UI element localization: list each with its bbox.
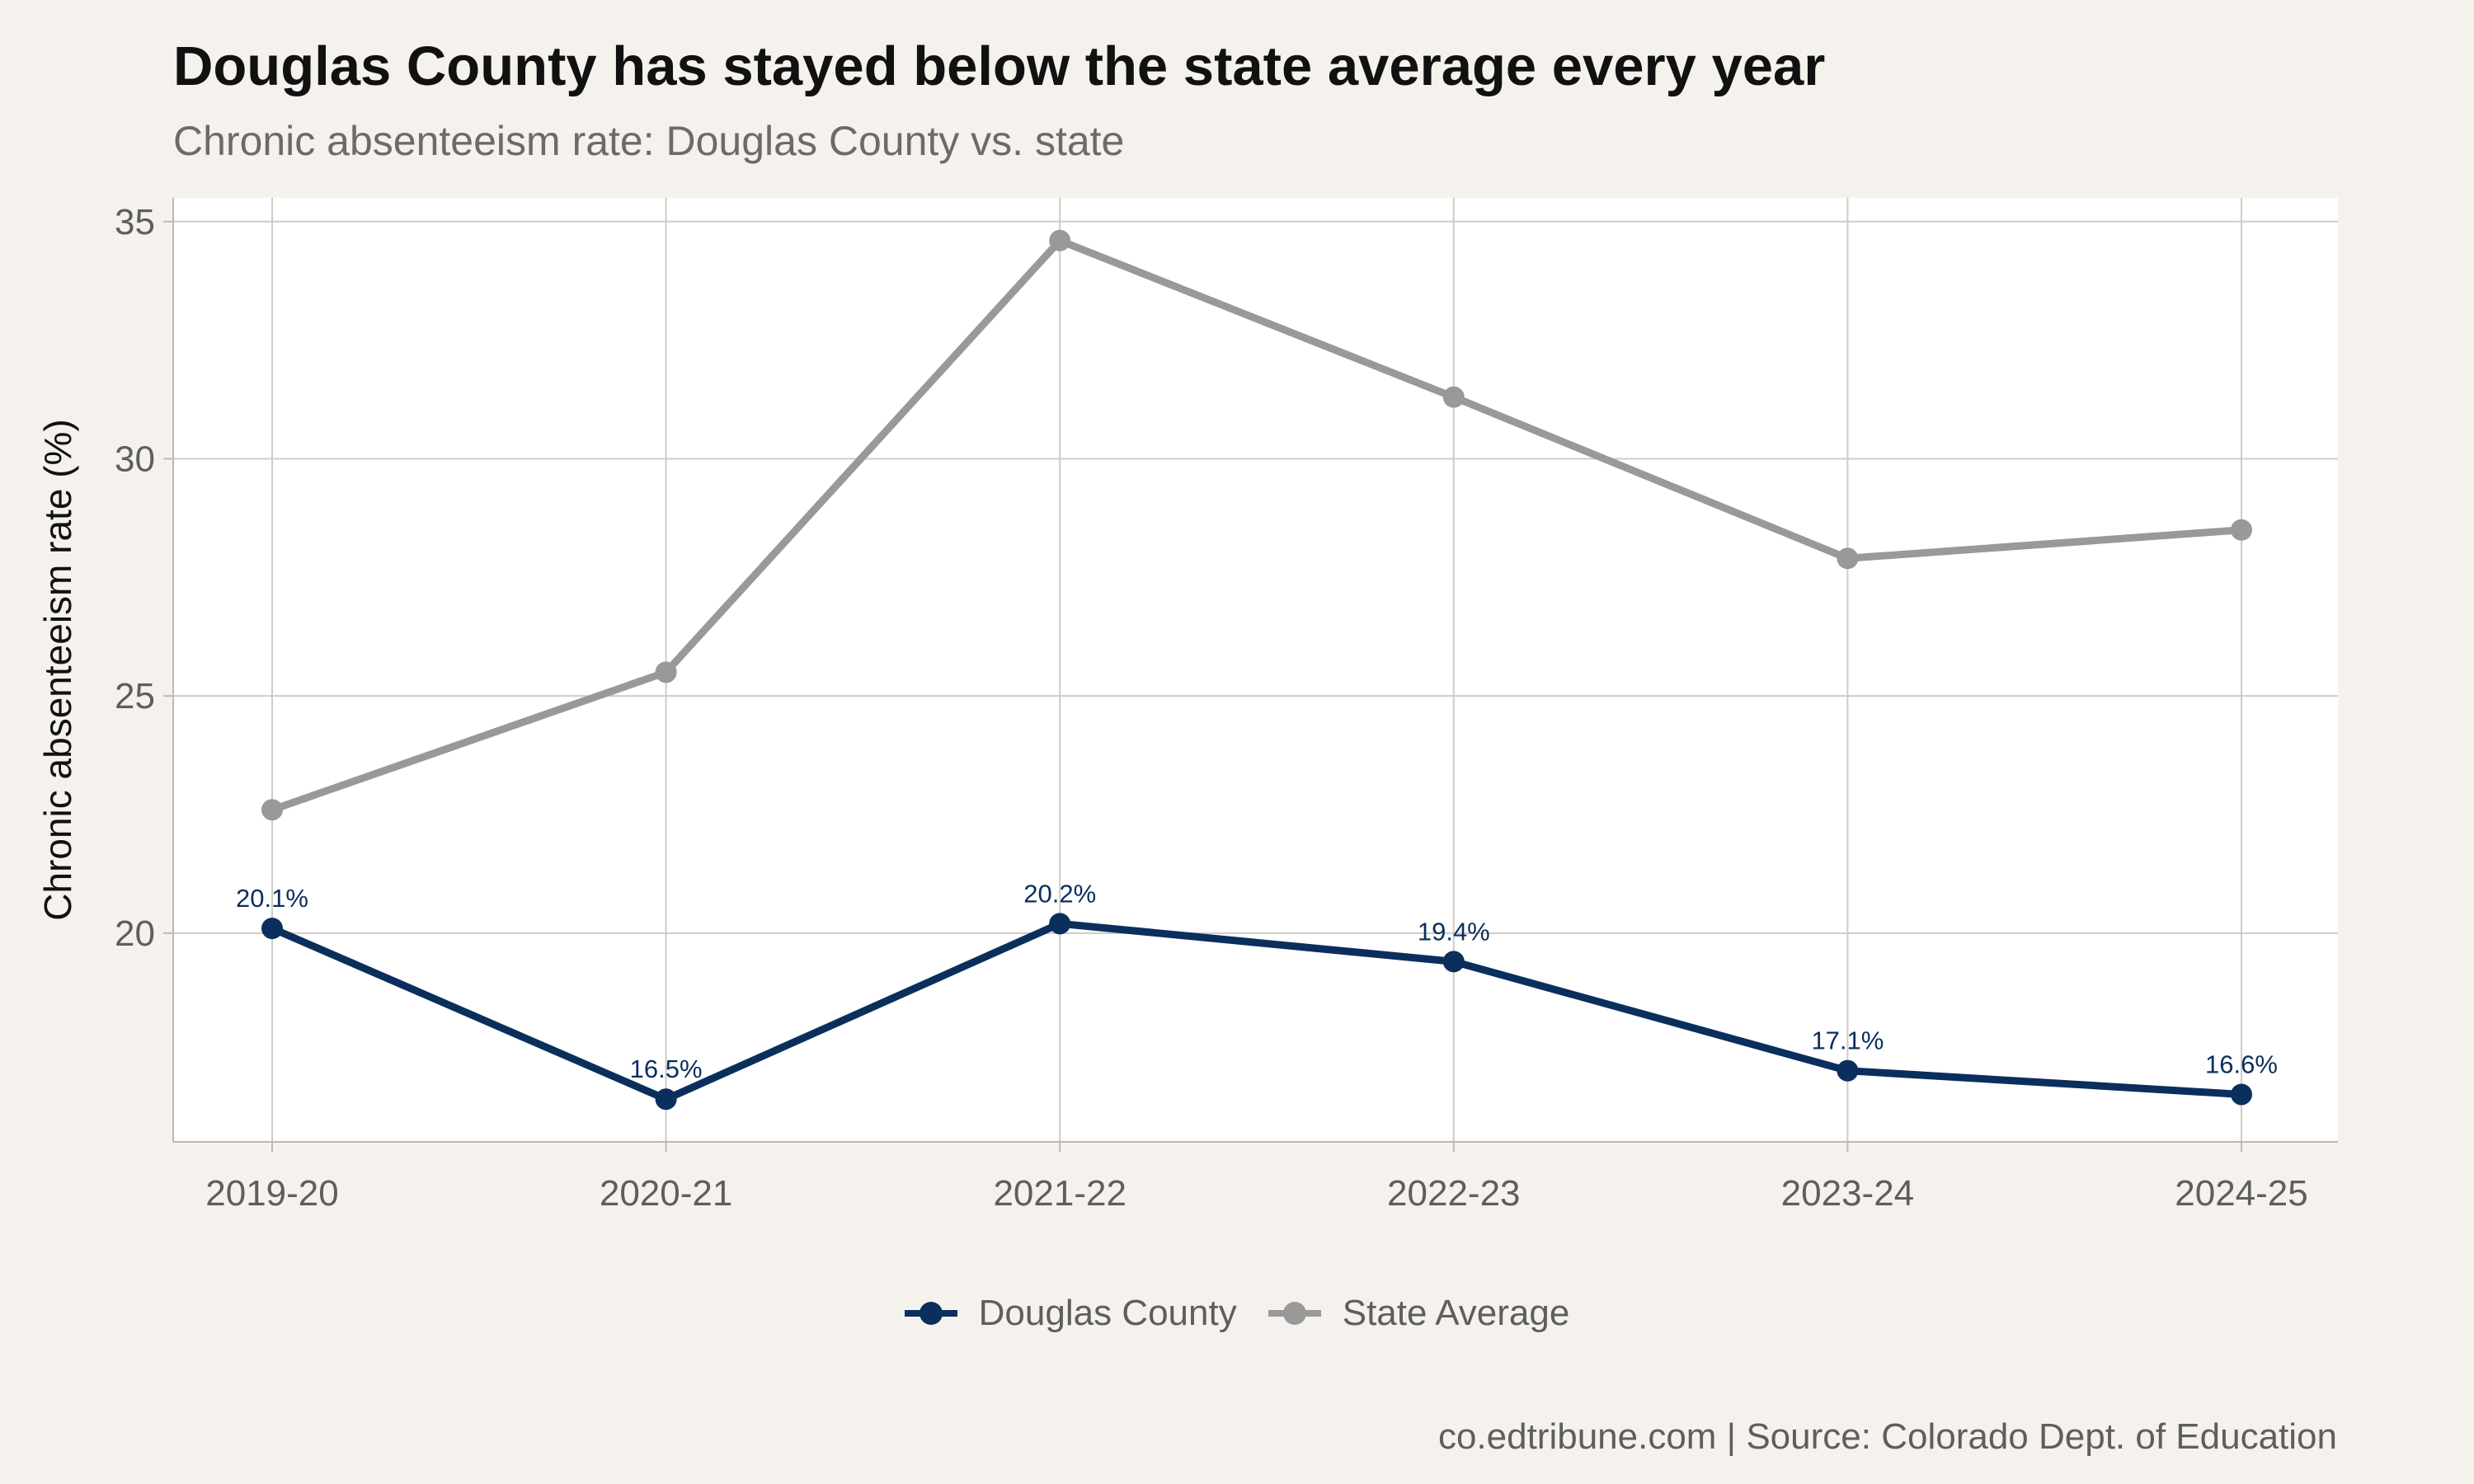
data-point-state-average	[261, 799, 283, 821]
data-point-douglas-county	[1837, 1059, 1859, 1082]
chart-subtitle: Chronic absenteeism rate: Douglas County…	[173, 118, 1125, 164]
series-line-douglas-county	[268, 919, 2246, 1103]
data-point-state-average	[2231, 519, 2252, 541]
legend-item-douglas-county: Douglas County	[904, 1293, 1237, 1334]
x-tick-label: 2024-25	[2175, 1173, 2307, 1214]
series-line-state-average	[268, 237, 2246, 814]
data-point-douglas-county	[1442, 951, 1465, 973]
data-point-state-average	[1049, 229, 1071, 251]
data-point-douglas-county	[261, 918, 283, 940]
chart-title: Douglas County has stayed below the stat…	[173, 35, 1826, 97]
series-layer	[261, 229, 2252, 1111]
x-tick-label: 2021-22	[993, 1173, 1126, 1214]
plot-panel	[173, 198, 2338, 1142]
y-tick-label: 30	[115, 439, 155, 479]
data-labels: 20.1% 16.5% 20.2% 19.4% 17.1% 16.6%	[236, 879, 2278, 1083]
data-label-douglas-county: 20.1%	[236, 884, 308, 913]
legend: Douglas County State Average	[0, 1293, 2474, 1334]
y-tick-label: 20	[115, 913, 155, 954]
y-tick-label: 35	[115, 202, 155, 242]
data-label-douglas-county: 16.6%	[2205, 1050, 2278, 1078]
data-point-douglas-county	[2231, 1083, 2252, 1106]
source-caption: co.edtribune.com | Source: Colorado Dept…	[1437, 1416, 2337, 1457]
grid-lines	[173, 198, 2338, 1142]
data-point-state-average	[655, 661, 677, 683]
data-point-douglas-county	[1049, 913, 1071, 935]
y-tick-label: 25	[115, 676, 155, 716]
data-point-douglas-county	[655, 1088, 677, 1111]
y-axis-title: Chronic absenteeism rate (%)	[36, 419, 79, 920]
x-tick-label: 2023-24	[1781, 1173, 1914, 1214]
axes: 2019-20 2020-21 2021-22 2022-23 2023-24 2024-…	[115, 198, 2338, 1214]
legend-swatch-dot	[919, 1302, 943, 1325]
legend-item-state-average: State Average	[1268, 1293, 1570, 1334]
data-point-state-average	[1442, 386, 1465, 408]
legend-label-douglas-county: Douglas County	[978, 1293, 1237, 1333]
legend-swatch-state-average	[1268, 1297, 1321, 1330]
x-tick-label: 2022-23	[1387, 1173, 1520, 1214]
legend-swatch-douglas-county	[904, 1297, 957, 1330]
data-label-douglas-county: 20.2%	[1023, 879, 1096, 908]
x-tick-label: 2020-21	[600, 1173, 732, 1214]
data-point-state-average	[1837, 547, 1859, 570]
legend-label-state-average: State Average	[1342, 1293, 1570, 1333]
data-label-douglas-county: 17.1%	[1811, 1026, 1884, 1055]
data-label-douglas-county: 16.5%	[630, 1054, 703, 1083]
data-label-douglas-county: 19.4%	[1418, 917, 1490, 946]
x-tick-label: 2019-20	[205, 1173, 338, 1214]
legend-swatch-dot	[1282, 1302, 1306, 1325]
